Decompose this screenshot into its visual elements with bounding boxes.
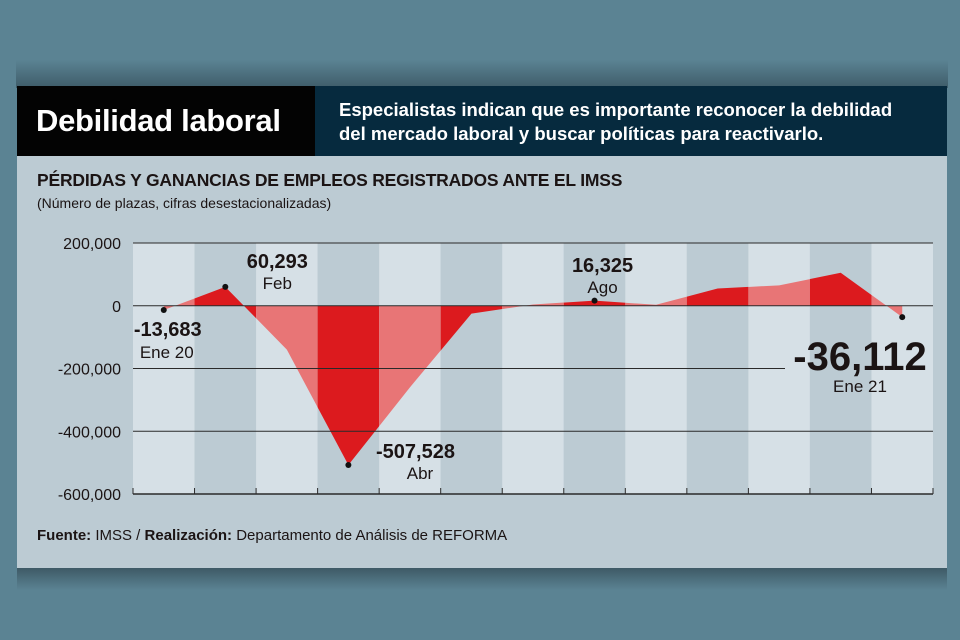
y-tick-label: 200,000: [63, 236, 121, 253]
data-point: [899, 314, 906, 321]
data-point: [160, 307, 167, 314]
y-tick-label: -200,000: [58, 362, 121, 379]
data-point: [591, 297, 598, 304]
source-label: Fuente:: [37, 527, 92, 544]
top-shadow: [16, 60, 948, 88]
chart-title: PÉRDIDAS Y GANANCIAS DE EMPLEOS REGISTRA…: [37, 170, 623, 190]
value-label: 16,325: [572, 255, 633, 277]
area-segment: [256, 305, 318, 408]
bottom-shadow: [17, 568, 947, 590]
credit-label: Realización:: [144, 527, 233, 544]
header-title: Debilidad laboral: [17, 86, 315, 156]
area-segment: [317, 305, 380, 465]
value-label: -36,112: [793, 335, 926, 379]
column-stripe: [871, 243, 933, 494]
area-segment: [686, 286, 749, 306]
chart-subtitle: (Número de plazas, cifras desestacionali…: [37, 195, 332, 211]
area-segment: [440, 305, 503, 351]
month-label: Ago: [587, 278, 617, 297]
area-segment: [502, 302, 564, 310]
area-segment: [379, 305, 441, 427]
y-tick-label: 0: [112, 299, 121, 316]
area-segment: [748, 279, 810, 306]
value-label: -507,528: [376, 441, 455, 463]
area-segment: [809, 272, 872, 306]
data-point: [345, 461, 352, 468]
area-segment: [194, 286, 257, 319]
description-line-1: Especialistas indican que es importante …: [339, 99, 893, 120]
value-label: 60,293: [247, 251, 308, 273]
description-line-2: del mercado laboral y buscar políticas p…: [339, 123, 824, 144]
month-label: Ene 21: [833, 377, 887, 396]
month-label: Feb: [263, 274, 292, 293]
credit-value: Departamento de Análisis de REFORMA: [232, 527, 508, 544]
y-tick-label: -400,000: [58, 424, 121, 441]
data-point: [222, 283, 229, 290]
area-segment: [625, 296, 687, 306]
y-tick-label: -600,000: [58, 487, 121, 504]
month-label: Abr: [407, 464, 434, 483]
source-value: IMSS /: [91, 527, 145, 544]
month-label: Ene 20: [140, 343, 194, 362]
header-description: Especialistas indican que es importante …: [315, 86, 947, 156]
source-note: Fuente: IMSS / Realización: Departamento…: [37, 527, 507, 544]
value-label: -13,683: [134, 319, 202, 341]
